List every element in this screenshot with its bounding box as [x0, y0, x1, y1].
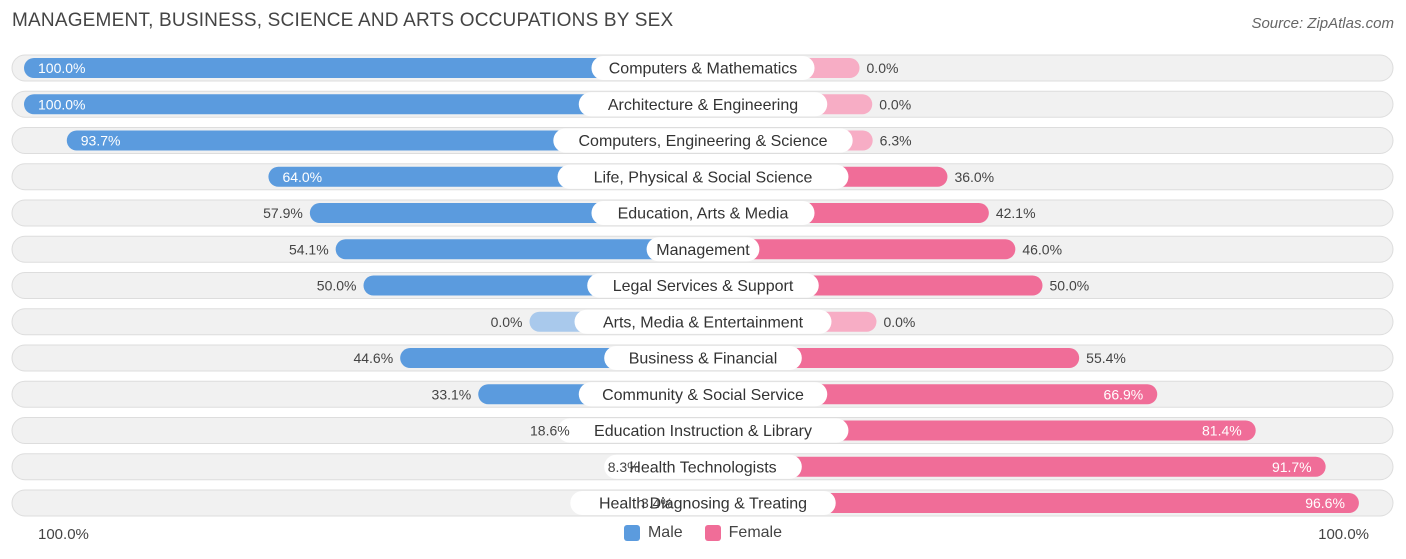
female-value-label: 91.7%: [1272, 459, 1312, 475]
category-label: Architecture & Engineering: [608, 97, 798, 114]
legend-item-male: Male: [623, 524, 683, 542]
legend-label-female: Female: [728, 524, 783, 541]
male-value-label: 8.3%: [608, 459, 640, 475]
male-value-label: 3.4%: [641, 495, 673, 511]
diverging-bar-chart: Computers & Mathematics 100.0% 0.0% Archite…: [11, 54, 1394, 517]
category-label: Business & Financial: [629, 351, 778, 368]
category-label: Computers & Mathematics: [609, 61, 798, 78]
female-value-label: 0.0%: [867, 60, 899, 76]
male-bar: [335, 239, 703, 260]
category-label: Management: [656, 242, 750, 259]
category-label-pill: [604, 454, 802, 479]
female-value-label: 96.6%: [1305, 495, 1345, 511]
category-label: Community & Social Service: [602, 387, 804, 404]
male-bar: [66, 130, 704, 151]
male-swatch: [623, 525, 640, 541]
male-value-label: 100.0%: [38, 60, 85, 76]
female-value-label: 36.0%: [954, 169, 994, 185]
source-label: Source: ZipAtlas.com: [1251, 15, 1394, 32]
female-value-label: 46.0%: [1022, 241, 1062, 257]
category-label: Health Diagnosing & Treating: [599, 496, 807, 513]
category-label: Computers, Engineering & Science: [578, 133, 827, 150]
female-bar: [703, 493, 1359, 513]
male-value-label: 57.9%: [263, 205, 303, 221]
category-label: Arts, Media & Entertainment: [603, 314, 804, 331]
female-value-label: 0.0%: [883, 314, 915, 330]
legend: Male Female: [0, 524, 1406, 542]
female-value-label: 6.3%: [880, 133, 912, 149]
category-label: Legal Services & Support: [613, 278, 794, 295]
category-label-pill: [646, 237, 760, 262]
category-label-pill: [591, 201, 815, 225]
male-value-label: 50.0%: [317, 278, 357, 294]
male-value-label: 64.0%: [282, 169, 322, 185]
legend-item-female: Female: [704, 524, 783, 542]
male-value-label: 0.0%: [491, 314, 523, 330]
category-label-pill: [570, 491, 836, 515]
category-label: Education, Arts & Media: [618, 206, 789, 223]
category-label: Life, Physical & Social Science: [594, 169, 813, 186]
male-value-label: 33.1%: [432, 386, 472, 402]
male-value-label: 54.1%: [289, 241, 329, 257]
female-swatch: [704, 525, 721, 541]
category-label-pill: [578, 92, 828, 117]
male-value-label: 18.6%: [530, 423, 570, 439]
category-label-pill: [557, 164, 849, 189]
female-bar: [703, 239, 1016, 260]
category-label-pill: [587, 273, 819, 298]
male-value-label: 44.6%: [353, 350, 393, 366]
male-value-label: 100.0%: [38, 96, 85, 112]
female-value-label: 81.4%: [1202, 423, 1242, 439]
category-label-pill: [557, 418, 849, 443]
axis-left-label: 100.0%: [38, 526, 89, 543]
male-bar: [24, 94, 703, 115]
category-label: Education Instruction & Library: [594, 423, 812, 440]
chart-title: MANAGEMENT, BUSINESS, SCIENCE AND ARTS O…: [12, 10, 674, 31]
female-value-label: 55.4%: [1086, 350, 1126, 366]
category-label-pill: [591, 56, 815, 80]
category-label: Health Technologists: [629, 459, 776, 476]
female-value-label: 50.0%: [1050, 278, 1090, 294]
female-value-label: 42.1%: [996, 205, 1036, 221]
category-label-pill: [574, 309, 832, 334]
legend-label-male: Male: [647, 524, 683, 541]
female-value-label: 66.9%: [1104, 386, 1144, 402]
female-value-label: 0.0%: [879, 96, 911, 112]
male-value-label: 93.7%: [81, 133, 121, 149]
female-bar: [703, 456, 1326, 477]
category-label-pill: [604, 346, 802, 370]
male-bar: [24, 58, 703, 78]
category-label-pill: [553, 128, 853, 153]
category-label-pill: [578, 382, 828, 407]
axis-right-label: 100.0%: [1318, 526, 1369, 543]
